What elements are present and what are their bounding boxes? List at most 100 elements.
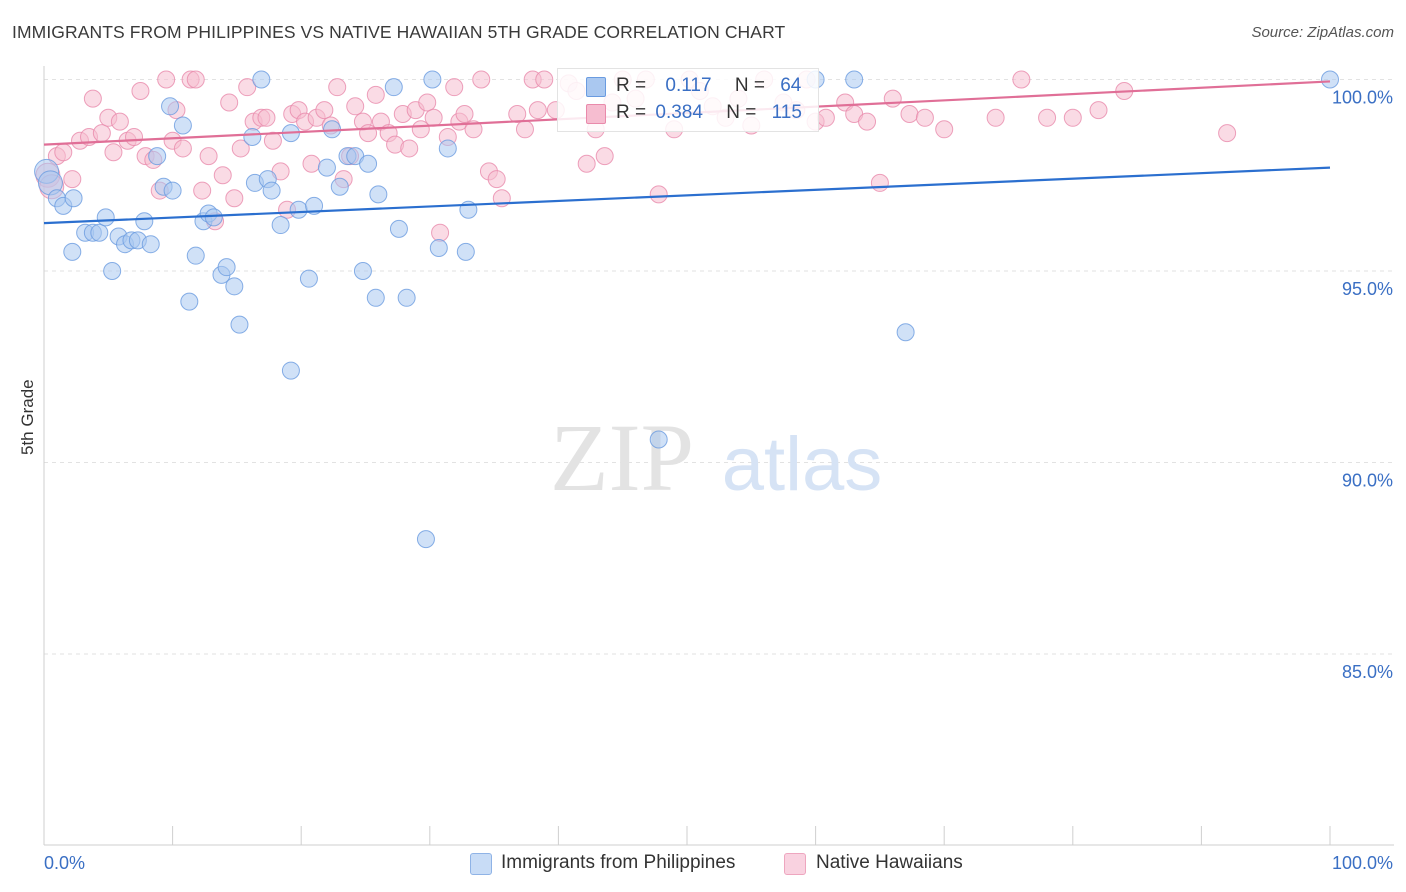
- gridlines: [44, 79, 1394, 655]
- philippines-point: [90, 223, 109, 242]
- native-hawaiians-point: [263, 131, 282, 150]
- philippines-point: [649, 430, 668, 449]
- native-hawaiians-point: [595, 147, 614, 166]
- philippines-point: [397, 288, 416, 307]
- philippines-point: [429, 239, 448, 258]
- philippines-point: [64, 189, 83, 208]
- native-hawaiians-point: [528, 101, 547, 120]
- legend-r-label-1: R =: [616, 75, 647, 96]
- native-hawaiians-point: [104, 143, 123, 162]
- philippines-point: [416, 530, 435, 549]
- legend-swatch-pink: [586, 104, 606, 124]
- native-hawaiians-point: [315, 101, 334, 120]
- philippines-point: [359, 154, 378, 173]
- native-hawaiians-point: [418, 93, 437, 112]
- philippines-point: [141, 235, 160, 254]
- philippines-point: [186, 246, 205, 265]
- philippines-point: [217, 258, 236, 277]
- x-tick-label: 0.0%: [44, 853, 85, 873]
- x-tick-label: 100.0%: [1332, 853, 1393, 873]
- native-hawaiians-point: [883, 89, 902, 108]
- philippines-point: [423, 70, 442, 89]
- philippines-point: [230, 315, 249, 334]
- native-hawaiians-point: [92, 124, 111, 143]
- philippines-point: [161, 97, 180, 116]
- native-hawaiians-point: [257, 108, 276, 127]
- native-hawaiians-point: [508, 104, 527, 123]
- native-hawaiians-point: [464, 120, 483, 139]
- native-hawaiians-point: [1089, 101, 1108, 120]
- native-hawaiians-point: [220, 93, 239, 112]
- native-hawaiians-point: [157, 70, 176, 89]
- native-hawaiians-point: [400, 139, 419, 158]
- philippines-point: [252, 70, 271, 89]
- native-hawaiians-point: [54, 143, 73, 162]
- philippines-point: [96, 208, 115, 227]
- native-hawaiians-point: [900, 104, 919, 123]
- native-hawaiians-point: [1012, 70, 1031, 89]
- native-hawaiians-point: [455, 104, 474, 123]
- philippines-point: [148, 147, 167, 166]
- watermark: ZIP atlas: [550, 404, 882, 511]
- bottom-legend-swatch-blue: [470, 853, 492, 875]
- y-axis-label: 5th Grade: [18, 379, 37, 455]
- native-hawaiians-point: [472, 70, 491, 89]
- philippines-point: [317, 158, 336, 177]
- bottom-legend-swatch-pink: [784, 853, 806, 875]
- native-hawaiians-point: [515, 120, 534, 139]
- legend-n-value-1: 64: [780, 75, 802, 96]
- native-hawaiians-point: [125, 127, 144, 146]
- native-hawaiians-point: [110, 112, 129, 131]
- native-hawaiians-point: [535, 70, 554, 89]
- native-hawaiians-point: [346, 97, 365, 116]
- philippines-point: [366, 288, 385, 307]
- philippines-point: [305, 196, 324, 215]
- native-hawaiians-point: [577, 154, 596, 173]
- native-hawaiians-point: [193, 181, 212, 200]
- native-hawaiians-point: [225, 189, 244, 208]
- native-hawaiians-point: [1063, 108, 1082, 127]
- bottom-legend-series2: Native Hawaiians: [816, 852, 963, 873]
- legend-row-1: R = 0.117 N = 64: [616, 75, 801, 97]
- legend-swatch-blue: [586, 77, 606, 97]
- native-hawaiians-point: [1038, 108, 1057, 127]
- tick-labels: 100.0% 95.0% 90.0% 85.0% 0.0% 100.0%: [44, 88, 1393, 874]
- y-tick-label: 95.0%: [1342, 279, 1393, 299]
- legend-n-label-2: N =: [726, 102, 757, 123]
- legend-n-value-2: 115: [771, 102, 802, 123]
- native-hawaiians-point: [83, 89, 102, 108]
- native-hawaiians-point: [63, 170, 82, 189]
- philippines-point: [204, 208, 223, 227]
- native-hawaiians-point: [915, 108, 934, 127]
- philippines-point: [163, 181, 182, 200]
- native-hawaiians-point: [213, 166, 232, 185]
- chart-title: IMMIGRANTS FROM PHILIPPINES VS NATIVE HA…: [12, 22, 786, 42]
- native-hawaiians-point: [302, 154, 321, 173]
- legend-row-2: R = 0.384 N = 115: [616, 102, 802, 124]
- philippines-point: [289, 200, 308, 219]
- philippines-point: [281, 361, 300, 380]
- native-hawaiians-point: [173, 139, 192, 158]
- philippines-point: [103, 262, 122, 280]
- y-tick-label: 85.0%: [1342, 662, 1393, 682]
- legend-n-label-1: N =: [734, 75, 765, 96]
- bottom-legend-series1: Immigrants from Philippines: [501, 852, 736, 873]
- philippines-point: [456, 242, 475, 261]
- native-hawaiians-point: [186, 70, 205, 89]
- philippines-point: [389, 219, 408, 238]
- series-immigrants-philippines: [34, 70, 1339, 549]
- native-hawaiians-point: [816, 108, 835, 127]
- y-tick-label: 100.0%: [1332, 88, 1393, 108]
- legend-r-value-1: 0.117: [665, 75, 712, 96]
- native-hawaiians-point: [1218, 124, 1237, 143]
- philippines-point: [63, 242, 82, 261]
- native-hawaiians-point: [328, 78, 347, 97]
- native-hawaiians-point: [366, 85, 385, 104]
- source-label: Source: ZipAtlas.com: [1251, 24, 1394, 41]
- native-hawaiians-point: [445, 78, 464, 97]
- native-hawaiians-point: [986, 108, 1005, 127]
- native-hawaiians-point: [870, 173, 889, 192]
- philippines-point: [243, 127, 262, 146]
- native-hawaiians-point: [231, 139, 250, 158]
